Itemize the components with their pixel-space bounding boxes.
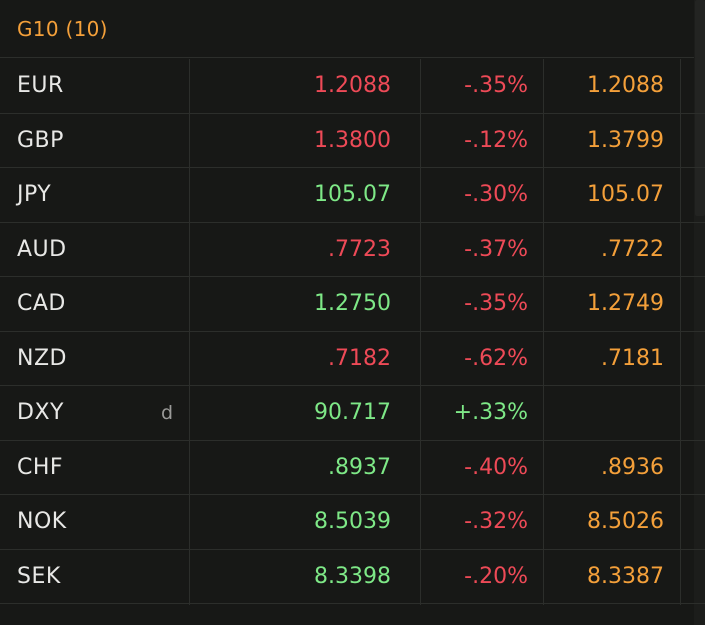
last-price-cell: .7723 [328,236,391,262]
flag-cell [160,550,174,604]
flag-cell [160,223,174,277]
table-row[interactable]: JPY 105.07 -.30% 105.07 [0,168,705,223]
bid-price-cell: .8936 [601,454,664,480]
table-row[interactable]: GBP 1.3800 -.12% 1.3799 [0,114,705,168]
last-price-cell: .8937 [328,454,391,480]
last-price-cell: 8.3398 [314,563,391,589]
flag-cell: d [160,401,174,424]
bid-price-cell: 8.5026 [587,509,664,535]
group-title[interactable]: G10 (10) [17,17,108,41]
percent-change-cell: -.12% [464,127,528,153]
flag-cell [160,441,174,495]
bid-price-cell: .7722 [601,236,664,262]
column-divider [189,59,190,605]
percent-change-cell: -.62% [464,345,528,371]
flag-cell [160,332,174,386]
column-divider [420,59,421,605]
ticker-cell[interactable]: SEK [17,563,61,589]
quote-table: EUR 1.2088 -.35% 1.2088 GBP 1.3800 -.12%… [0,59,705,604]
table-row[interactable]: SEK 8.3398 -.20% 8.3387 [0,550,705,604]
table-row[interactable]: EUR 1.2088 -.35% 1.2088 [0,59,705,114]
bid-price-cell: 1.2749 [587,291,664,317]
bid-price-cell: 1.2088 [587,73,664,99]
percent-change-cell: -.35% [464,73,528,99]
last-price-cell: 1.3800 [314,127,391,153]
ticker-cell[interactable]: GBP [17,127,64,153]
last-price-cell: 1.2750 [314,291,391,317]
table-row[interactable]: NOK 8.5039 -.32% 8.5026 [0,495,705,550]
flag-cell [160,495,174,549]
percent-change-cell: -.40% [464,454,528,480]
last-price-cell: 105.07 [314,182,391,208]
percent-change-cell: -.32% [464,509,528,535]
percent-change-cell: -.35% [464,291,528,317]
table-row[interactable]: NZD .7182 -.62% .7181 [0,332,705,386]
column-divider [543,59,544,605]
table-row[interactable]: CAD 1.2750 -.35% 1.2749 [0,277,705,332]
percent-change-cell: -.20% [464,563,528,589]
flag-cell [160,59,174,113]
ticker-cell[interactable]: DXY [17,400,64,426]
last-price-cell: 90.717 [314,400,391,426]
last-price-cell: 8.5039 [314,509,391,535]
flag-cell [160,168,174,222]
bid-price-cell: 8.3387 [587,563,664,589]
group-header[interactable]: G10 (10) [0,0,705,58]
last-price-cell: 1.2088 [314,73,391,99]
table-row[interactable]: AUD .7723 -.37% .7722 [0,223,705,277]
table-row[interactable]: CHF .8937 -.40% .8936 [0,441,705,495]
ticker-cell[interactable]: AUD [17,236,67,262]
flag-cell [160,277,174,331]
scrollbar-track[interactable] [694,0,705,625]
table-row[interactable]: DXY d 90.717 +.33% [0,386,705,441]
flag-cell [160,114,174,168]
ticker-cell[interactable]: NZD [17,345,67,371]
ticker-cell[interactable]: JPY [17,182,52,208]
ticker-cell[interactable]: CHF [17,454,64,480]
last-price-cell: .7182 [328,345,391,371]
percent-change-cell: -.37% [464,236,528,262]
scrollbar-thumb[interactable] [695,0,705,216]
ticker-cell[interactable]: EUR [17,73,64,99]
column-divider [680,59,681,605]
ticker-cell[interactable]: NOK [17,509,67,535]
bid-price-cell: 1.3799 [587,127,664,153]
percent-change-cell: -.30% [464,182,528,208]
bid-price-cell: .7181 [601,345,664,371]
percent-change-cell: +.33% [453,400,528,426]
ticker-cell[interactable]: CAD [17,291,66,317]
bid-price-cell: 105.07 [587,182,664,208]
